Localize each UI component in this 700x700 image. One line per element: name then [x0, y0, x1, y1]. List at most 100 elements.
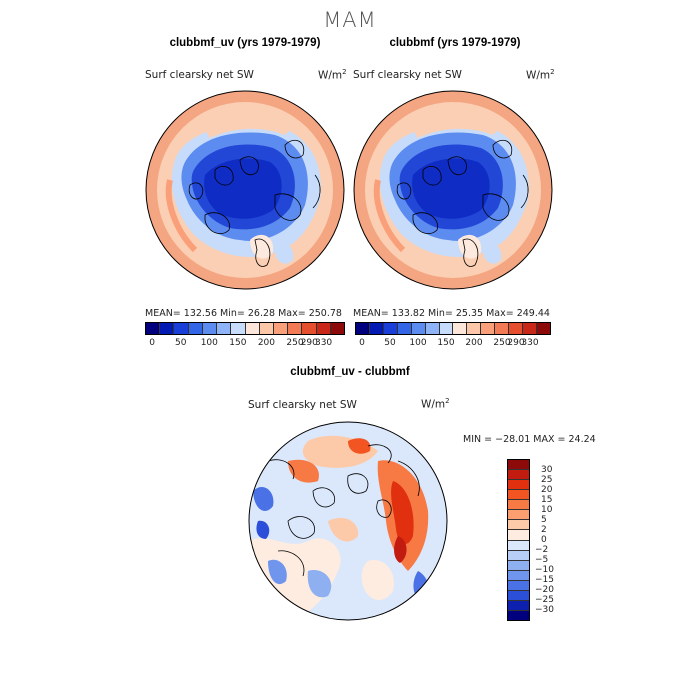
- colorbar-swatch: [509, 323, 524, 334]
- colorbar-swatch: [508, 480, 529, 491]
- colorbar-swatch: [508, 490, 529, 501]
- colorbar-tick-label: −5: [535, 555, 549, 565]
- colorbar-tick-label: 200: [257, 338, 276, 348]
- colorbar-swatch: [481, 323, 496, 334]
- colorbar-swatch: [316, 323, 331, 334]
- colorbar-swatch: [508, 570, 529, 581]
- colorbar-swatch: [508, 470, 529, 481]
- colorbar-swatch: [536, 323, 550, 334]
- panel-3-stats: MIN = −28.01 MAX = 24.24: [463, 434, 596, 445]
- panel-2-polar-map: [353, 90, 553, 290]
- colorbar-swatch: [160, 323, 175, 334]
- colorbar-swatch: [508, 560, 529, 571]
- colorbar-swatches: [355, 322, 551, 335]
- colorbar-swatch: [369, 323, 384, 334]
- colorbar-tick-label: 150: [437, 338, 455, 348]
- colorbar-swatch: [259, 323, 274, 334]
- colorbar-swatch: [508, 580, 529, 591]
- colorbar-swatch: [202, 323, 218, 334]
- colorbar-tick-label: 330: [521, 338, 539, 348]
- colorbar-swatch: [245, 323, 260, 334]
- colorbar-swatch: [508, 500, 529, 511]
- colorbar-ticks: 0 50 100 150 200 250 290 330: [145, 335, 345, 348]
- colorbar-tick-label: 50: [384, 338, 396, 348]
- panel-1-colorbar: 0 50 100 150 200 250 290 330: [145, 322, 345, 348]
- colorbar-swatch: [508, 590, 529, 601]
- colorbar-swatch: [302, 323, 317, 334]
- colorbar-tick-label: −15: [535, 575, 554, 585]
- colorbar-tick-label: 20: [541, 485, 553, 495]
- panel-2-title: clubbmf (yrs 1979-1979): [389, 37, 521, 49]
- panel-1-variable-label: Surf clearsky net SW: [145, 69, 254, 81]
- colorbar-tick-label: −25: [535, 595, 554, 605]
- colorbar-swatch: [508, 510, 529, 521]
- colorbar-swatches: [145, 322, 345, 335]
- colorbar-tick-label: 290: [507, 338, 525, 348]
- colorbar-swatch: [523, 323, 537, 334]
- colorbar-swatch: [288, 323, 303, 334]
- colorbar-tick-label: 25: [541, 475, 553, 485]
- panel-2-stats: MEAN= 133.82 Min= 25.35 Max= 249.44: [353, 308, 550, 319]
- panel-1-stats: MEAN= 132.56 Min= 26.28 Max= 250.78: [145, 308, 342, 319]
- figure-title: MAM: [323, 8, 377, 32]
- colorbar-tick-label: 290: [300, 338, 318, 348]
- panel-1-title: clubbmf_uv (yrs 1979-1979): [169, 37, 321, 49]
- colorbar-ticks: 0 50 100 150 200 250 290 330: [355, 335, 551, 348]
- colorbar-swatch: [508, 520, 529, 531]
- colorbar-swatch: [439, 323, 454, 334]
- colorbar-tick-label: 0: [359, 338, 365, 348]
- colorbar-swatch: [467, 323, 482, 334]
- colorbar-tick-label: 100: [409, 338, 427, 348]
- colorbar-swatch: [217, 323, 232, 334]
- panel-1-polar-map: [145, 90, 345, 290]
- colorbar-swatch: [508, 610, 529, 620]
- colorbar-tick-label: 250: [493, 338, 511, 348]
- panel-3-polar-map: [248, 421, 448, 621]
- colorbar-swatch: [508, 600, 529, 611]
- colorbar-swatches: [507, 459, 530, 621]
- colorbar-tick-label: 5: [541, 515, 547, 525]
- colorbar-swatch: [425, 323, 440, 334]
- panel-3-colorbar: [507, 459, 530, 621]
- colorbar-swatch: [508, 530, 529, 541]
- colorbar-swatch: [495, 323, 510, 334]
- colorbar-tick-label: 0: [149, 338, 156, 348]
- colorbar-swatch: [411, 323, 426, 334]
- colorbar-ticks: 30 25 20 15 10 5 2 0 −2 −5 −10 −15 −20 −25 −30: [535, 459, 575, 621]
- colorbar-swatch: [508, 460, 529, 471]
- colorbar-tick-label: 330: [314, 338, 333, 348]
- colorbar-tick-label: 50: [174, 338, 187, 348]
- colorbar-swatch: [356, 323, 370, 334]
- colorbar-tick-label: 200: [465, 338, 483, 348]
- colorbar-tick-label: 30: [541, 465, 553, 475]
- colorbar-tick-label: 150: [229, 338, 247, 348]
- panel-2-variable-label: Surf clearsky net SW: [353, 69, 462, 81]
- colorbar-tick-label: 100: [200, 338, 218, 348]
- colorbar-tick-label: 10: [541, 505, 553, 515]
- panel-3-variable-label: Surf clearsky net SW: [248, 399, 357, 411]
- colorbar-swatch: [383, 323, 398, 334]
- colorbar-swatch: [188, 323, 203, 334]
- colorbar-tick-label: 2: [541, 525, 547, 535]
- colorbar-swatch: [174, 323, 189, 334]
- colorbar-swatch: [453, 323, 468, 334]
- panel-2-colorbar: 0 50 100 150 200 250 290 330: [355, 322, 551, 348]
- colorbar-tick-label: 15: [541, 495, 553, 505]
- colorbar-tick-label: −30: [535, 605, 554, 615]
- colorbar-tick-label: 250: [286, 338, 304, 348]
- colorbar-swatch: [146, 323, 161, 334]
- panel-3-title: clubbmf_uv - clubbmf: [290, 366, 410, 378]
- panel-1-unit: W/m2: [318, 68, 347, 82]
- colorbar-tick-label: −20: [535, 585, 554, 595]
- colorbar-swatch: [508, 550, 529, 561]
- colorbar-swatch: [231, 323, 246, 334]
- colorbar-tick-label: −10: [535, 565, 554, 575]
- panel-3-unit: W/m2: [421, 397, 450, 411]
- panel-2-unit: W/m2: [526, 68, 555, 82]
- colorbar-swatch: [508, 540, 529, 551]
- colorbar-swatch: [273, 323, 289, 334]
- colorbar-swatch: [397, 323, 412, 334]
- colorbar-tick-label: −2: [535, 545, 549, 555]
- colorbar-swatch: [330, 323, 345, 334]
- colorbar-tick-label: 0: [541, 535, 547, 545]
